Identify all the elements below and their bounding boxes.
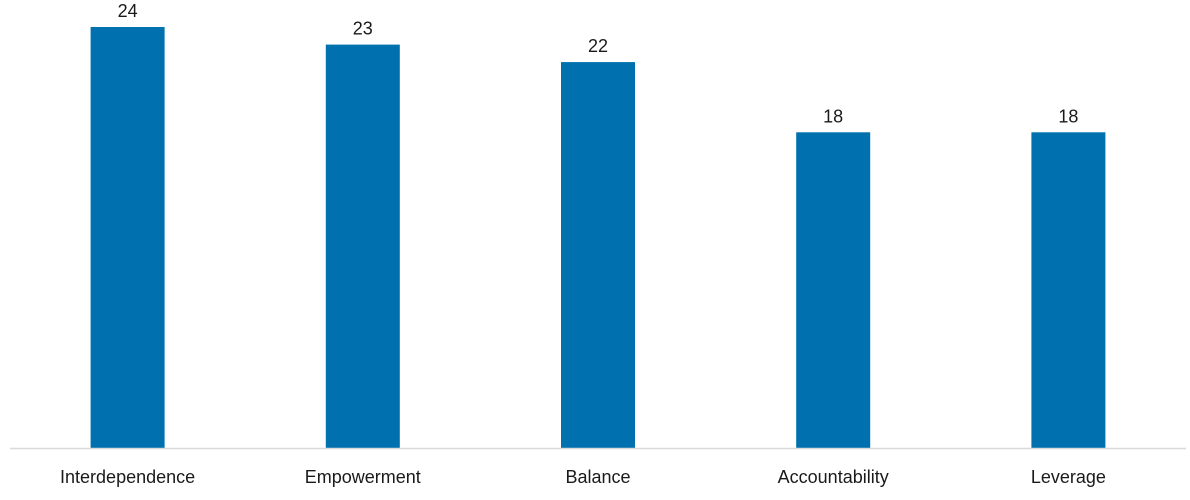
data-label-leverage: 18 bbox=[1058, 106, 1078, 126]
category-label-accountability: Accountability bbox=[778, 467, 889, 487]
data-label-balance: 22 bbox=[588, 36, 608, 56]
bar-interdependence bbox=[90, 27, 165, 448]
bar-leverage bbox=[1031, 132, 1106, 449]
category-label-balance: Balance bbox=[565, 467, 630, 487]
data-label-accountability: 18 bbox=[823, 106, 843, 126]
bar-balance bbox=[561, 62, 635, 448]
data-label-interdependence: 24 bbox=[118, 1, 138, 21]
category-label-leverage: Leverage bbox=[1031, 467, 1106, 487]
category-label-empowerment: Empowerment bbox=[305, 467, 421, 487]
category-labels-group: Interdependence Empowerment Balance Account… bbox=[60, 467, 1106, 487]
bar-empowerment bbox=[325, 44, 400, 448]
bars-group bbox=[90, 27, 1106, 449]
data-labels-group: 24 23 22 18 18 bbox=[118, 1, 1079, 126]
data-label-empowerment: 23 bbox=[353, 19, 373, 39]
category-label-interdependence: Interdependence bbox=[60, 467, 195, 487]
bar-accountability bbox=[796, 132, 871, 449]
